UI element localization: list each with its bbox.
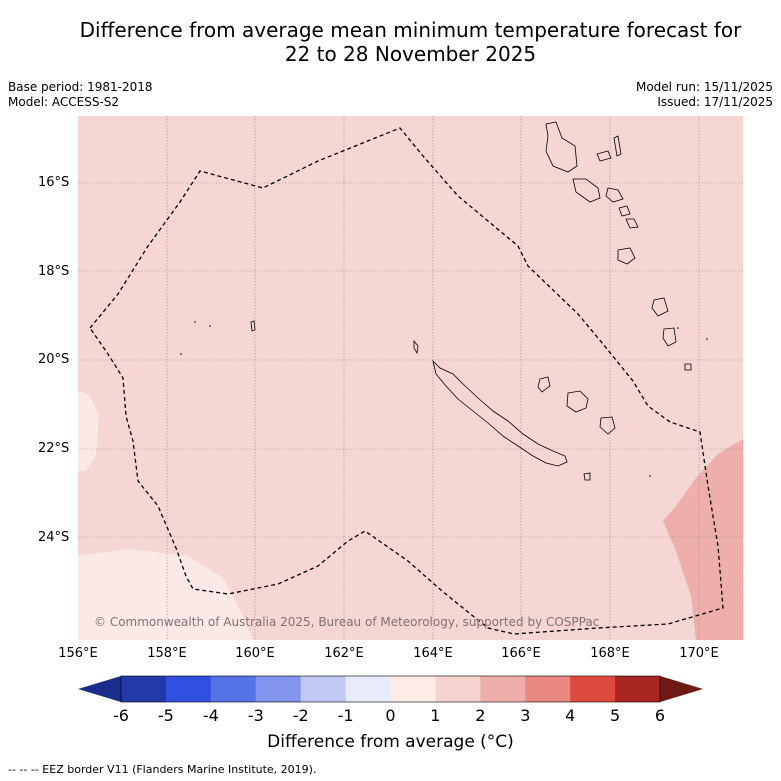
- title-line-2: 22 to 28 November 2025: [284, 42, 537, 66]
- cool-anomaly-region-southwest: [78, 549, 253, 640]
- colorbar-block: [210, 676, 257, 702]
- isle-of-pines: [583, 472, 591, 481]
- shepherd-islands: [625, 218, 639, 229]
- copyright-notice: © Commonwealth of Australia 2025, Bureau…: [94, 615, 599, 629]
- lat-label-22s: 22°S: [38, 441, 70, 456]
- model-name: Model: ACCESS-S2: [8, 95, 120, 109]
- graticule: [78, 116, 743, 640]
- colorbar-tick-label: 0: [385, 706, 396, 725]
- colorbar-block: [121, 676, 167, 702]
- colorbar-tick-label: -5: [157, 706, 174, 725]
- new-caledonia-island: [432, 359, 568, 467]
- colorbar-block: [390, 676, 436, 702]
- colorbar-block: [615, 676, 661, 702]
- colorbar-tick-label: 2: [475, 706, 486, 725]
- colorbar-tick-label: -2: [292, 706, 309, 725]
- colorbar-tick-label: -4: [202, 706, 219, 725]
- title-line-1: Difference from average mean minimum tem…: [79, 18, 742, 42]
- lon-label-168e: 168°E: [590, 646, 630, 661]
- futuna-dot: [677, 327, 679, 329]
- colorbar-tick-label: 4: [565, 706, 576, 725]
- meta-left: Base period: 1981-2018 Model: ACCESS-S2: [8, 80, 153, 110]
- eez-legend-note: -- -- -- EEZ border V11 (Flanders Marine…: [8, 763, 317, 776]
- ouvea-island: [537, 376, 551, 393]
- lat-label-16s: 16°S: [38, 175, 70, 190]
- lat-label-18s: 18°S: [38, 264, 70, 279]
- tanna-island: [662, 327, 677, 347]
- lon-label-156e: 156°E: [58, 646, 98, 661]
- chesterfield-islet: [250, 320, 256, 332]
- lon-label-160e: 160°E: [235, 646, 275, 661]
- mare-island: [599, 416, 616, 435]
- forecast-map: © Commonwealth of Australia 2025, Bureau…: [78, 116, 743, 640]
- model-run: Model run: 15/11/2025: [635, 80, 773, 94]
- colorbar-tick-label: 5: [610, 706, 621, 725]
- colorbar-block: [300, 676, 347, 702]
- cool-anomaly-region-west: [78, 390, 99, 471]
- eez-border: [89, 127, 724, 635]
- lon-label-162e: 162°E: [324, 646, 364, 661]
- islet-dot-1: [194, 321, 196, 323]
- colorbar-tick-label: -6: [113, 706, 129, 725]
- colorbar-tick-label: -1: [337, 706, 354, 725]
- lon-label-164e: 164°E: [413, 646, 453, 661]
- maewo-island: [596, 150, 612, 162]
- colorbar-tick-label: 6: [654, 706, 666, 725]
- colorbar-frame: [120, 675, 661, 703]
- lat-label-24s: 24°S: [38, 530, 70, 545]
- colorbar-extend-low: [78, 676, 121, 702]
- colorbar: [78, 675, 703, 703]
- colorbar-block: [255, 676, 302, 702]
- lon-label-170e: 170°E: [679, 646, 719, 661]
- colorbar-block: [480, 676, 526, 702]
- meta-right: Model run: 15/11/2025 Issued: 17/11/2025: [636, 80, 773, 110]
- pentecost-island: [613, 135, 622, 157]
- erromango-island: [651, 297, 669, 317]
- colorbar-block: [345, 676, 391, 702]
- colorbar-tick-label: -3: [247, 706, 264, 725]
- espiritu-santo-island: [545, 121, 578, 173]
- hunter-island-dot: [649, 475, 651, 477]
- base-period: Base period: 1981-2018: [8, 80, 153, 94]
- map-background: [78, 116, 743, 640]
- warm-anomaly-region-southeast: [663, 439, 743, 640]
- aniwa-dot: [706, 338, 708, 340]
- colorbar-block: [435, 676, 481, 702]
- colorbar-title: Difference from average (°C): [267, 732, 514, 752]
- colorbar-block: [525, 676, 571, 702]
- issued-date: Issued: 17/11/2025: [657, 95, 773, 109]
- colorbar-tick-label: 3: [520, 706, 531, 725]
- efate-island: [617, 247, 636, 265]
- islet-dot-2: [209, 325, 211, 327]
- lon-label-158e: 158°E: [147, 646, 187, 661]
- islet-dot-3: [180, 353, 182, 355]
- lat-label-20s: 20°S: [38, 352, 70, 367]
- aneityum-island: [684, 363, 692, 371]
- colorbar-block: [570, 676, 616, 702]
- chart-title: Difference from average mean minimum tem…: [0, 18, 781, 66]
- ambrym-island: [605, 187, 624, 203]
- malekula-island: [572, 178, 601, 203]
- colorbar-blocks: [121, 676, 661, 702]
- colorbar-block: [165, 676, 212, 702]
- colorbar-extend-high: [660, 676, 703, 702]
- lon-label-166e: 166°E: [501, 646, 541, 661]
- colorbar-tick-label: 1: [430, 706, 441, 725]
- epi-island: [618, 205, 631, 217]
- lifou-island: [566, 390, 589, 413]
- belep-islet: [413, 339, 419, 355]
